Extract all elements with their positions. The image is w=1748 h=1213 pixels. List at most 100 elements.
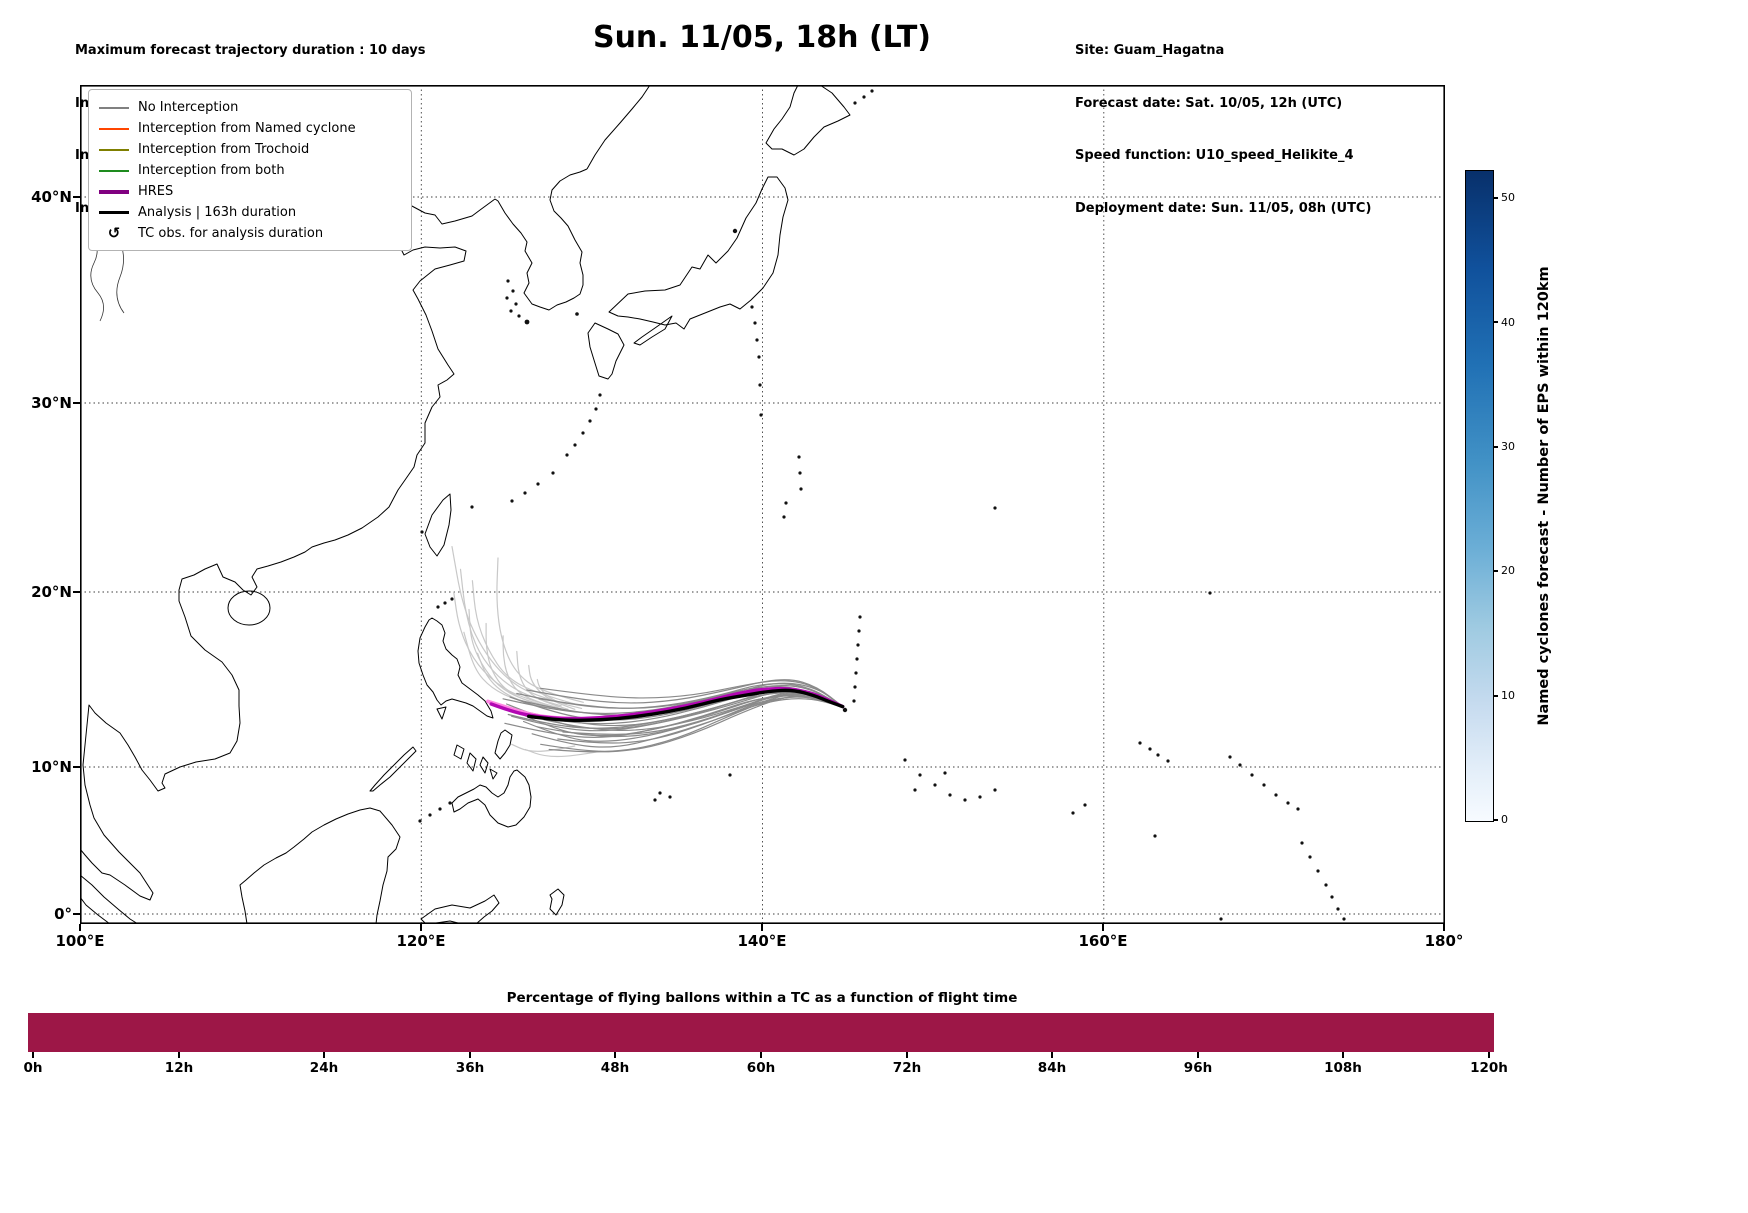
hour-tick <box>469 1052 471 1058</box>
trajectory-analysis <box>527 688 845 723</box>
trajectory-light <box>471 580 576 705</box>
coastline-hainan <box>227 590 271 626</box>
legend-line-swatch <box>99 210 129 215</box>
trajectory-light <box>453 591 559 709</box>
trajectory-light <box>459 568 562 707</box>
coastline-luzon <box>417 617 494 719</box>
colorbar-tick <box>1493 446 1498 448</box>
legend-line-swatch <box>99 127 129 130</box>
hour-tick <box>178 1052 180 1058</box>
trajectory-gray <box>531 698 844 748</box>
legend-item-analysis: Analysis | 163h duration <box>99 202 401 223</box>
config-line-duration: Maximum forecast trajectory duration : 1… <box>75 43 426 58</box>
trajectory-gray <box>540 679 844 708</box>
trajectory-gray <box>516 683 844 709</box>
speed-function-line: Speed function: U10_speed_Helikite_4 <box>1075 148 1354 163</box>
lon-tick <box>1443 924 1445 931</box>
hour-tick <box>323 1052 325 1058</box>
lat-label-20n: 20°N <box>31 583 72 601</box>
colorbar-tick-label: 0 <box>1501 813 1508 826</box>
hour-tick <box>1051 1052 1053 1058</box>
trajectory-gray <box>526 680 844 708</box>
trajectory-light <box>485 622 559 710</box>
colorbar-tick <box>1493 695 1498 697</box>
lon-tick <box>761 924 763 931</box>
hour-tick-label: 60h <box>746 1060 776 1076</box>
tc-percentage-bar <box>28 1013 1494 1052</box>
colorbar-tick <box>1493 819 1498 821</box>
hour-tick-label: 36h <box>455 1060 485 1076</box>
coastline-kyushu <box>587 322 625 380</box>
colorbar-tick-label: 30 <box>1501 440 1515 453</box>
coastline-sulawesi <box>420 894 500 925</box>
lat-label-30n: 30°N <box>31 394 72 412</box>
lat-label-10n: 10°N <box>31 758 72 776</box>
coastline-palawan <box>369 746 417 792</box>
coastlines <box>79 84 851 925</box>
trajectory-light <box>516 650 569 710</box>
hour-tick <box>1197 1052 1199 1058</box>
legend-item-both: Interception from both <box>99 160 401 181</box>
coastline-samar-leyte <box>494 729 513 760</box>
map-canvas <box>79 84 1446 925</box>
trajectory-light <box>536 678 583 709</box>
legend-label: Interception from both <box>138 163 285 178</box>
trajectory-light <box>496 557 584 703</box>
legend-item-named-cyclone: Interception from Named cyclone <box>99 118 401 139</box>
hour-tick <box>1342 1052 1344 1058</box>
coastline-cebu <box>479 756 489 774</box>
colorbar-tick-label: 40 <box>1501 316 1515 329</box>
lon-label-180: 180° <box>1424 932 1464 950</box>
lon-tick <box>420 924 422 931</box>
coastline-primorye <box>586 84 651 170</box>
lat-tick <box>73 196 80 198</box>
coastline-mindanao <box>451 769 532 828</box>
hour-tick-label: 48h <box>600 1060 630 1076</box>
coastline-taiwan <box>424 493 452 557</box>
hour-tick-label: 24h <box>309 1060 339 1076</box>
site-line: Site: Guam_Hagatna <box>1075 43 1225 58</box>
hour-tick <box>760 1052 762 1058</box>
lat-tick <box>73 402 80 404</box>
hour-tick-label: 12h <box>164 1060 194 1076</box>
lat-label-0: 0° <box>54 905 72 923</box>
hour-tick-label: 84h <box>1037 1060 1067 1076</box>
coastline-sumatra <box>79 874 139 925</box>
map-plot: No Interception Interception from Named … <box>79 84 1446 925</box>
trajectory-gray <box>538 682 844 709</box>
hour-tick <box>32 1052 34 1058</box>
bottom-chart-title: Percentage of flying ballons within a TC… <box>506 990 1018 1006</box>
legend-item-tc-obs: ↺ TC obs. for analysis duration <box>99 223 401 244</box>
coastline-halmahera <box>549 888 565 916</box>
trajectory-light <box>528 664 576 710</box>
colorbar-tick-label: 50 <box>1501 191 1515 204</box>
legend-line-swatch <box>99 106 129 109</box>
legend-item-no-interception: No Interception <box>99 97 401 118</box>
figure-title: Sun. 11/05, 18h (LT) <box>592 20 932 55</box>
rotate-arrow-icon: ↺ <box>107 224 121 242</box>
deployment-date-line: Deployment date: Sun. 11/05, 08h (UTC) <box>1075 200 1372 216</box>
gridlines <box>80 85 1445 924</box>
trajectory-gray <box>543 691 844 731</box>
trajectory-lines <box>451 546 845 758</box>
legend-item-hres: HRES <box>99 181 401 202</box>
coastline-mindoro <box>436 706 447 720</box>
legend-item-trochoid: Interception from Trochoid <box>99 139 401 160</box>
trajectory-gray <box>507 691 844 729</box>
legend-label: HRES <box>138 184 174 199</box>
lon-label-140e: 140°E <box>737 932 787 950</box>
hour-tick-label: 0h <box>23 1060 43 1076</box>
lon-label-100e: 100°E <box>55 932 105 950</box>
coastline-china-indochina <box>79 198 496 901</box>
colorbar-tick <box>1493 197 1498 199</box>
coastline-honshu <box>608 176 789 330</box>
legend-label: TC obs. for analysis duration <box>138 226 324 241</box>
legend-line-swatch <box>99 189 129 194</box>
coastline-panay <box>453 744 465 760</box>
colorbar-tick-label: 20 <box>1501 564 1515 577</box>
hour-tick <box>1488 1052 1490 1058</box>
trajectory-light <box>524 748 601 758</box>
legend-label: Interception from Named cyclone <box>138 121 356 136</box>
lat-tick <box>73 766 80 768</box>
